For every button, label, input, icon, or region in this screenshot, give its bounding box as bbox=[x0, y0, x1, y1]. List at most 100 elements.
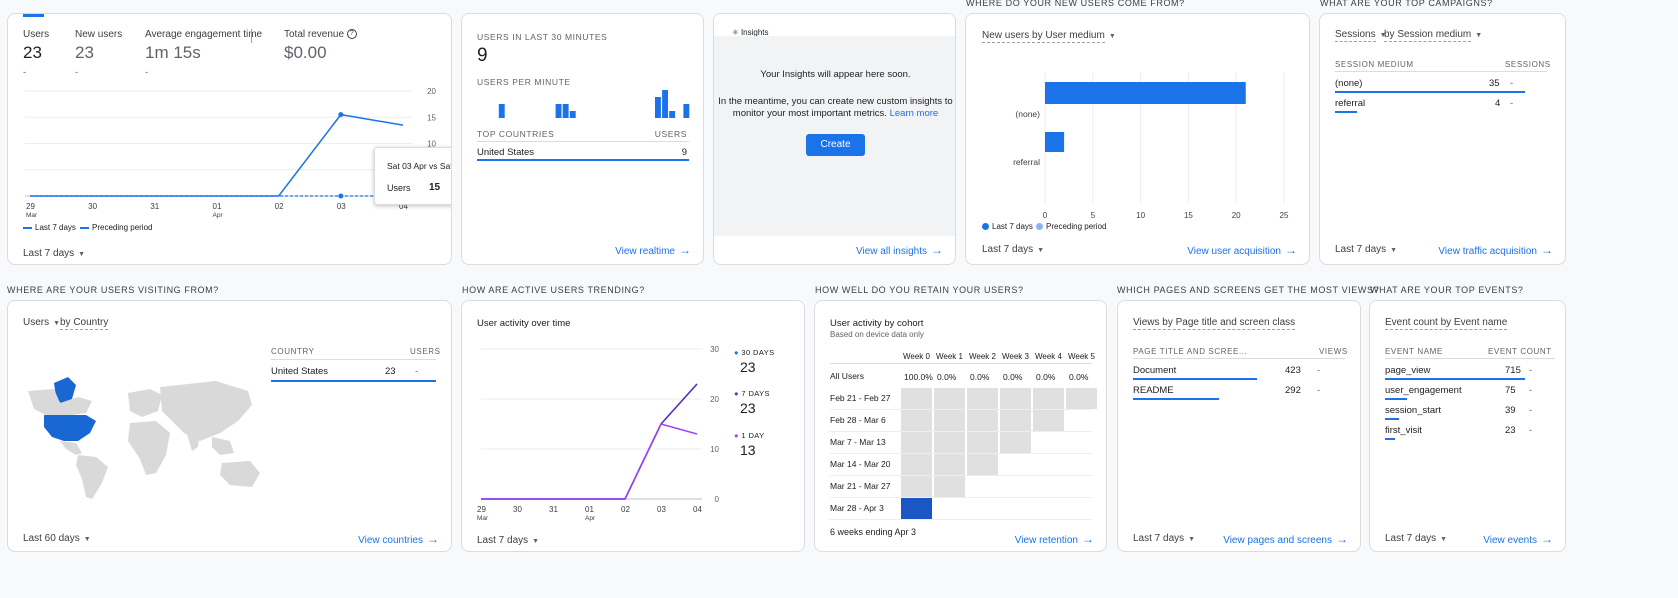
cohort-cell[interactable] bbox=[901, 476, 932, 497]
cohort-cell[interactable] bbox=[1000, 432, 1031, 453]
date-range-dropdown[interactable]: Last 7 days ▼ bbox=[477, 535, 540, 546]
acquisition-dropdown[interactable]: New users by User medium ▼ bbox=[982, 30, 1116, 43]
view-pages-link[interactable]: View pages and screens → bbox=[1223, 532, 1348, 546]
cohort-cell[interactable] bbox=[901, 388, 932, 409]
metric-new-users[interactable]: New users 23 - bbox=[75, 29, 135, 79]
row-value: 715 bbox=[1505, 365, 1521, 376]
metric-engagement-time[interactable]: Average engagement time 1m 15s - bbox=[145, 29, 262, 79]
view-countries-link[interactable]: View countries → bbox=[358, 532, 439, 546]
dimension-dropdown[interactable]: by Country bbox=[60, 317, 109, 330]
view-events-link[interactable]: View events → bbox=[1483, 532, 1553, 546]
caret-down-icon: ▼ bbox=[1188, 536, 1196, 543]
view-all-insights-link[interactable]: View all insights → bbox=[856, 243, 943, 257]
country-name[interactable]: United States bbox=[477, 147, 535, 158]
row-bar bbox=[1385, 378, 1525, 380]
cohort-cell[interactable] bbox=[901, 498, 932, 519]
data-point bbox=[338, 112, 344, 118]
map-canada bbox=[28, 389, 92, 415]
cohort-cell[interactable] bbox=[934, 432, 965, 453]
arrow-right-icon: → bbox=[1541, 532, 1553, 546]
cohort-cell[interactable] bbox=[934, 388, 965, 409]
x-tick-label: 10 bbox=[1136, 211, 1145, 219]
metric-total-revenue[interactable]: Total revenue ? $0.00 bbox=[284, 29, 384, 79]
row-name: session_start bbox=[1385, 405, 1441, 416]
view-user-acquisition-link[interactable]: View user acquisition → bbox=[1187, 243, 1297, 257]
row-name: page_view bbox=[1385, 365, 1431, 376]
date-range-dropdown[interactable]: Last 7 days ▼ bbox=[1385, 533, 1448, 544]
cohort-cell[interactable] bbox=[934, 476, 965, 497]
x-tick-label: 20 bbox=[1232, 211, 1241, 219]
cohort-cell[interactable] bbox=[1033, 388, 1064, 409]
table-row[interactable]: first_visit 23 - bbox=[1385, 423, 1555, 441]
create-button[interactable]: Create bbox=[806, 134, 865, 156]
table-row[interactable]: README 292 - bbox=[1133, 383, 1345, 401]
learn-more-link[interactable]: Learn more bbox=[889, 108, 939, 119]
row-change: - bbox=[1529, 385, 1533, 396]
cohort-cell[interactable] bbox=[1000, 410, 1031, 431]
table-row[interactable]: user_engagement 75 - bbox=[1385, 383, 1555, 401]
cohort-cell[interactable] bbox=[901, 410, 932, 431]
cohort-cell[interactable] bbox=[934, 410, 965, 431]
table-row[interactable]: United States 23 - bbox=[271, 364, 436, 382]
metric-change: - bbox=[145, 67, 149, 78]
active-tab-indicator bbox=[23, 14, 44, 17]
metric-dropdown[interactable]: Sessions ▼ bbox=[1335, 29, 1387, 42]
caret-down-icon: ▼ bbox=[1440, 536, 1448, 543]
realtime-title: USERS IN LAST 30 MINUTES bbox=[477, 32, 608, 42]
help-icon[interactable]: ? bbox=[346, 29, 357, 40]
cohort-cell[interactable] bbox=[901, 454, 932, 475]
section-title: HOW WELL DO YOU RETAIN YOUR USERS? bbox=[815, 285, 1024, 295]
arrow-right-icon: → bbox=[1541, 243, 1553, 257]
date-range-dropdown[interactable]: Last 7 days ▼ bbox=[23, 248, 86, 259]
week-header: Week 0 bbox=[903, 352, 930, 361]
week-header: Week 5 bbox=[1068, 352, 1095, 361]
events-dropdown[interactable]: Event count by Event name bbox=[1385, 317, 1508, 330]
x-tick-label: 29 bbox=[477, 505, 486, 514]
view-traffic-acquisition-link[interactable]: View traffic acquisition → bbox=[1438, 243, 1553, 257]
table-row[interactable]: page_view 715- bbox=[1385, 363, 1555, 381]
pages-dropdown[interactable]: Views by Page title and screen class bbox=[1133, 317, 1296, 330]
chart-subtitle: Based on device data only bbox=[830, 330, 924, 339]
date-range-dropdown[interactable]: Last 60 days ▼ bbox=[23, 533, 91, 544]
data-point bbox=[338, 193, 344, 199]
row-value: 292 bbox=[1285, 385, 1301, 396]
cohort-cell[interactable] bbox=[1066, 388, 1097, 409]
week-header: Week 2 bbox=[969, 352, 996, 361]
tooltip-title: Sat 03 Apr vs Sat 27 Mar bbox=[387, 161, 452, 171]
cohort-cell[interactable] bbox=[1033, 410, 1064, 431]
cohort-cell[interactable] bbox=[967, 432, 998, 453]
cohort-cell[interactable] bbox=[934, 454, 965, 475]
date-range-dropdown[interactable]: Last 7 days ▼ bbox=[1133, 533, 1196, 544]
table-row[interactable]: session_start 39 - bbox=[1385, 403, 1555, 421]
bar-none bbox=[1045, 82, 1246, 104]
metric-users[interactable]: Users 23 - bbox=[23, 29, 68, 79]
legend-previous: Preceding period bbox=[1036, 222, 1106, 231]
cohort-cell[interactable] bbox=[967, 454, 998, 475]
table-row[interactable]: Document 423 - bbox=[1133, 363, 1345, 381]
map-europe bbox=[128, 389, 162, 417]
map-australia bbox=[220, 461, 260, 487]
metric-dropdown[interactable]: Users ▼ bbox=[23, 317, 61, 328]
y-tick-label: 0 bbox=[715, 495, 720, 504]
all-users-label: All Users bbox=[830, 371, 865, 381]
metric-label: Users bbox=[23, 29, 50, 40]
cohort-cell[interactable] bbox=[967, 410, 998, 431]
row-bar bbox=[1133, 398, 1219, 400]
view-realtime-link[interactable]: View realtime → bbox=[615, 243, 691, 257]
date-range-dropdown[interactable]: Last 7 days ▼ bbox=[982, 244, 1045, 255]
y-tick-label: 30 bbox=[710, 345, 719, 354]
date-range-dropdown[interactable]: Last 7 days ▼ bbox=[1335, 244, 1398, 255]
x-tick-sublabel: Apr bbox=[585, 515, 596, 522]
per-minute-bar bbox=[662, 90, 668, 118]
cohort-cell[interactable] bbox=[967, 388, 998, 409]
row-bar bbox=[1335, 91, 1525, 93]
view-retention-link[interactable]: View retention → bbox=[1014, 532, 1094, 546]
row-name: Document bbox=[1133, 365, 1177, 376]
cohort-cell[interactable] bbox=[901, 432, 932, 453]
table-row[interactable]: referral 4 - bbox=[1335, 96, 1547, 114]
dimension-dropdown[interactable]: by Session medium ▼ bbox=[1384, 29, 1483, 42]
table-row[interactable]: (none) 35 - bbox=[1335, 76, 1547, 94]
cohort-cell[interactable] bbox=[1000, 388, 1031, 409]
y-tick-label: 20 bbox=[710, 395, 719, 404]
caret-down-icon: ▼ bbox=[78, 251, 86, 258]
